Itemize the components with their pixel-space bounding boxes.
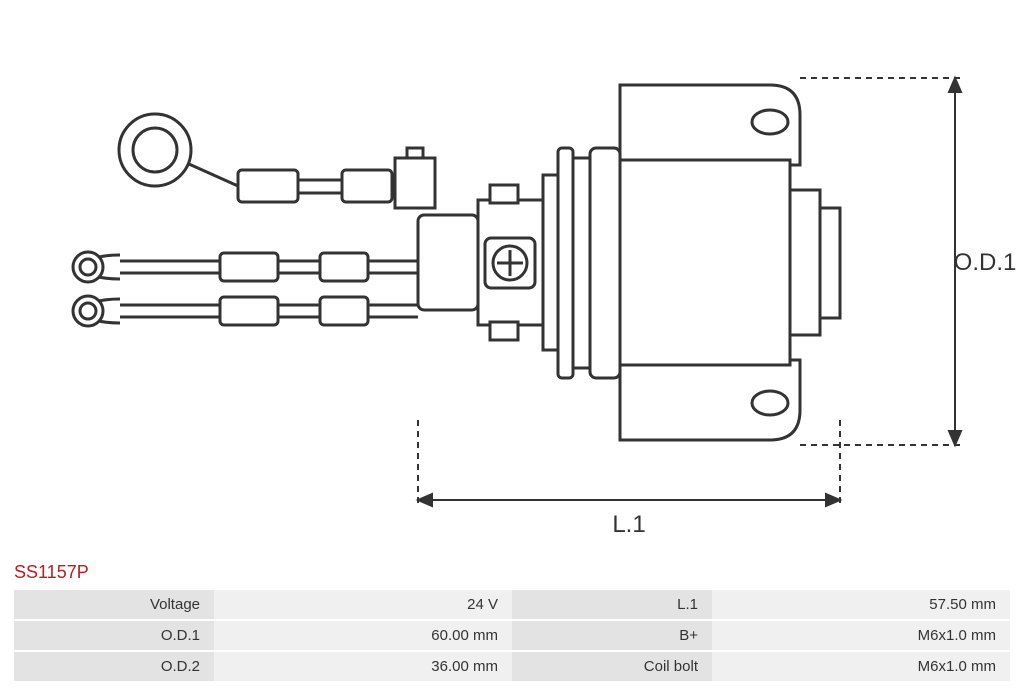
table-cell: 60.00 mm: [214, 621, 512, 650]
table-cell: M6x1.0 mm: [712, 621, 1010, 650]
table-cell: 24 V: [214, 590, 512, 619]
technical-drawing: L.1 O.D.1 O.D.2: [0, 0, 1024, 560]
table-cell: Coil bolt: [512, 652, 712, 681]
table-cell: 57.50 mm: [712, 590, 1010, 619]
part-number: SS1157P: [14, 562, 89, 583]
table-cell: Voltage: [14, 590, 214, 619]
dim-label-l1: L.1: [612, 511, 645, 538]
specifications-table: Voltage24 VL.157.50 mmO.D.160.00 mmB+M6x…: [14, 588, 1010, 683]
table-cell: B+: [512, 621, 712, 650]
table-row: Voltage24 VL.157.50 mm: [14, 590, 1010, 619]
table-row: O.D.160.00 mmB+M6x1.0 mm: [14, 621, 1010, 650]
table-cell: 36.00 mm: [214, 652, 512, 681]
table-cell: L.1: [512, 590, 712, 619]
dim-label-od1: O.D.1: [954, 249, 1017, 276]
table-row: O.D.236.00 mmCoil boltM6x1.0 mm: [14, 652, 1010, 681]
table-cell: O.D.2: [14, 652, 214, 681]
table-cell: O.D.1: [14, 621, 214, 650]
table-cell: M6x1.0 mm: [712, 652, 1010, 681]
